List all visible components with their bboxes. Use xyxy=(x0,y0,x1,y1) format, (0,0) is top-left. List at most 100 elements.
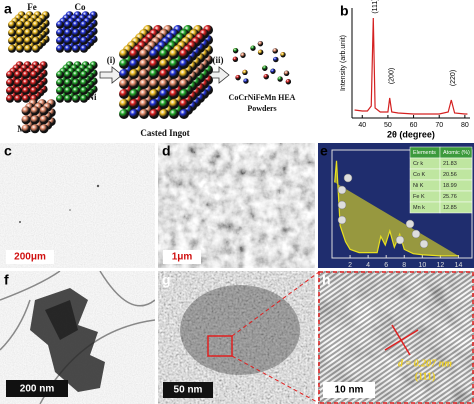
table-text: 18.99 xyxy=(443,183,457,189)
atom xyxy=(21,115,31,125)
zoom-line xyxy=(231,355,320,404)
peak-marker xyxy=(411,229,421,239)
atom xyxy=(159,49,169,59)
atom xyxy=(159,79,169,89)
atom xyxy=(30,106,40,116)
atom xyxy=(56,86,64,95)
sem-image xyxy=(158,143,315,268)
table-text: 12.85 xyxy=(443,205,457,211)
powder-atom xyxy=(262,65,268,71)
atom xyxy=(24,28,32,37)
optical-image xyxy=(0,143,155,268)
powder-atom xyxy=(277,76,283,82)
table-text: Ni K xyxy=(413,183,424,189)
atom xyxy=(30,78,38,87)
peak-marker xyxy=(337,200,347,210)
atom xyxy=(16,36,24,45)
powder-label: CoCrNiFeMn HEA xyxy=(229,93,296,102)
atom xyxy=(14,86,22,95)
atom xyxy=(32,20,40,29)
x-axis-label: 2θ (degree) xyxy=(387,129,435,139)
atom xyxy=(14,70,22,79)
atom xyxy=(8,28,16,37)
x-tick-label: 80 xyxy=(461,122,469,129)
atom xyxy=(72,94,80,103)
atom xyxy=(169,79,179,89)
atom xyxy=(149,99,159,109)
atom xyxy=(80,36,88,45)
atom xyxy=(119,89,129,99)
atom xyxy=(14,94,22,103)
ingot-label: Casted Ingot xyxy=(140,128,189,138)
table-text: 25.76 xyxy=(443,194,457,200)
atom xyxy=(149,49,159,59)
atom xyxy=(64,20,72,29)
tem-image xyxy=(0,271,155,404)
atom xyxy=(64,70,72,79)
atom xyxy=(6,78,14,87)
atom xyxy=(179,99,189,109)
atom xyxy=(14,78,22,87)
scale-bar-label: 10 nm xyxy=(335,385,364,396)
table-text: Elements xyxy=(413,150,436,156)
panel-label: c xyxy=(4,143,12,159)
powder-atom xyxy=(235,74,241,81)
panel-label: f xyxy=(4,272,9,288)
atom xyxy=(24,20,32,29)
atom xyxy=(139,59,149,69)
atom xyxy=(129,99,139,109)
table-text: Cr k xyxy=(413,161,423,167)
scale-bar-label: 200μm xyxy=(14,252,46,263)
x-tick-label: 8 xyxy=(402,262,406,269)
powder-atom xyxy=(280,52,286,58)
peak-marker xyxy=(343,173,353,183)
atom xyxy=(72,70,80,79)
table-text: 21.83 xyxy=(443,161,457,167)
peak-marker xyxy=(337,185,347,195)
atom xyxy=(149,59,159,69)
atom xyxy=(80,20,88,29)
x-tick-label: 70 xyxy=(435,122,443,129)
y-axis-label: Intensity (arb.unit) xyxy=(340,35,347,91)
atom xyxy=(22,86,30,95)
atom xyxy=(169,109,179,119)
atom xyxy=(6,94,14,103)
lattice-image xyxy=(318,271,474,404)
atom xyxy=(22,70,30,79)
atom xyxy=(119,99,129,109)
atom xyxy=(80,94,88,103)
atom xyxy=(80,70,88,79)
powder-atom xyxy=(242,69,248,76)
atom xyxy=(72,86,80,95)
powder-atom xyxy=(233,47,239,54)
spectrum-line xyxy=(354,17,468,115)
atom xyxy=(139,89,149,99)
atom xyxy=(80,78,88,87)
x-tick-label: 12 xyxy=(436,262,444,269)
x-tick-label: 14 xyxy=(455,262,463,269)
x-tick-label: 10 xyxy=(418,262,426,269)
atom xyxy=(64,78,72,87)
peak-label: (200) xyxy=(389,68,396,84)
powder-atom xyxy=(257,49,264,55)
panel-label: g xyxy=(162,272,171,288)
atom xyxy=(72,20,80,29)
atom xyxy=(72,44,80,53)
atom xyxy=(24,44,32,53)
element-label: Ni xyxy=(88,92,97,102)
atom xyxy=(72,36,80,45)
atom xyxy=(56,94,64,103)
element-label: Co xyxy=(75,2,86,12)
powder-label: Powders xyxy=(247,104,276,113)
atom xyxy=(179,59,189,69)
atom xyxy=(139,79,149,89)
table-text: Fe K xyxy=(413,194,425,200)
d-spacing: d = 0.207 nm xyxy=(398,358,452,369)
atom xyxy=(72,78,80,87)
table-text: 20.56 xyxy=(443,172,457,178)
atom xyxy=(179,69,189,79)
table-text: Atomic (%) xyxy=(443,150,470,156)
powder-atom xyxy=(243,78,249,84)
peak-label: (220) xyxy=(450,70,457,86)
